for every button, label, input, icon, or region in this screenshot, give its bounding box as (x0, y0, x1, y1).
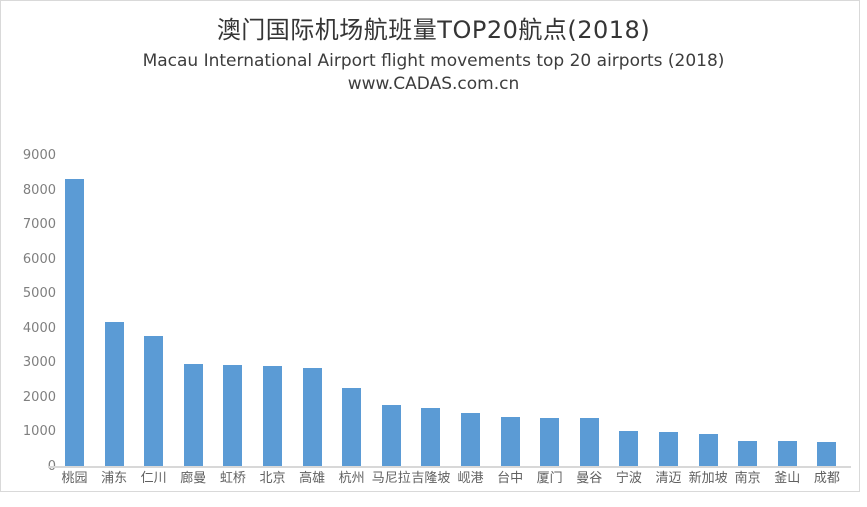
bar (777, 441, 797, 466)
bar (619, 431, 639, 466)
x-category-label: 桃园 (61, 471, 88, 486)
y-tick-label: 1000 (22, 424, 56, 440)
x-category-label: 厦门 (536, 471, 563, 486)
x-category-label: 高雄 (299, 471, 326, 486)
x-category-label: 吉隆坡 (411, 471, 451, 486)
bar (540, 418, 560, 466)
bar (183, 364, 203, 466)
y-tick-label: 4000 (22, 320, 56, 336)
x-category-label: 宁波 (615, 471, 642, 486)
bar (342, 388, 362, 466)
bar (500, 417, 520, 466)
bar (104, 322, 124, 466)
x-category-label: 马尼拉 (371, 471, 411, 486)
bar (461, 413, 480, 466)
bar (659, 432, 678, 466)
bar (263, 366, 282, 466)
bar (223, 365, 243, 466)
chart-source-url: www.CADAS.com.cn (347, 74, 520, 94)
x-category-label: 成都 (813, 471, 840, 486)
y-tick-label: 8000 (22, 182, 56, 198)
bar (381, 405, 401, 466)
bar (144, 336, 164, 466)
bar (698, 434, 718, 466)
y-tick-label: 7000 (22, 217, 56, 233)
y-tick-label: 6000 (22, 251, 56, 267)
y-tick-label: 3000 (22, 355, 56, 371)
x-category-label: 虹桥 (219, 471, 246, 486)
y-tick-label: 9000 (22, 148, 56, 163)
y-tick-label: 2000 (22, 389, 56, 405)
x-category-label: 曼谷 (576, 471, 603, 486)
x-category-label: 台中 (497, 471, 524, 486)
x-category-label: 南京 (734, 471, 761, 486)
bar (817, 442, 837, 466)
y-tick-label: 5000 (22, 286, 56, 302)
x-category-label: 杭州 (338, 471, 365, 486)
x-axis-line (48, 466, 851, 468)
x-category-label: 仁川 (140, 471, 167, 486)
chart-title: 澳门国际机场航班量TOP20航点(2018) (216, 16, 651, 44)
title-block: 澳门国际机场航班量TOP20航点(2018) Macau Internation… (0, 0, 867, 94)
x-category-label: 釜山 (774, 471, 801, 486)
x-category-label: 新加坡 (688, 471, 728, 486)
bar (65, 179, 84, 466)
bar (579, 418, 599, 466)
x-category-label: 清迈 (655, 471, 682, 486)
x-category-label: 浦东 (101, 471, 128, 486)
x-category-label: 岘港 (457, 471, 484, 486)
chart-subtitle: Macau International Airport flight movem… (142, 51, 725, 71)
bar (421, 408, 441, 466)
x-category-label: 廊曼 (180, 471, 207, 486)
x-category-label: 北京 (259, 471, 286, 486)
bar (738, 441, 758, 466)
bar (302, 368, 322, 466)
